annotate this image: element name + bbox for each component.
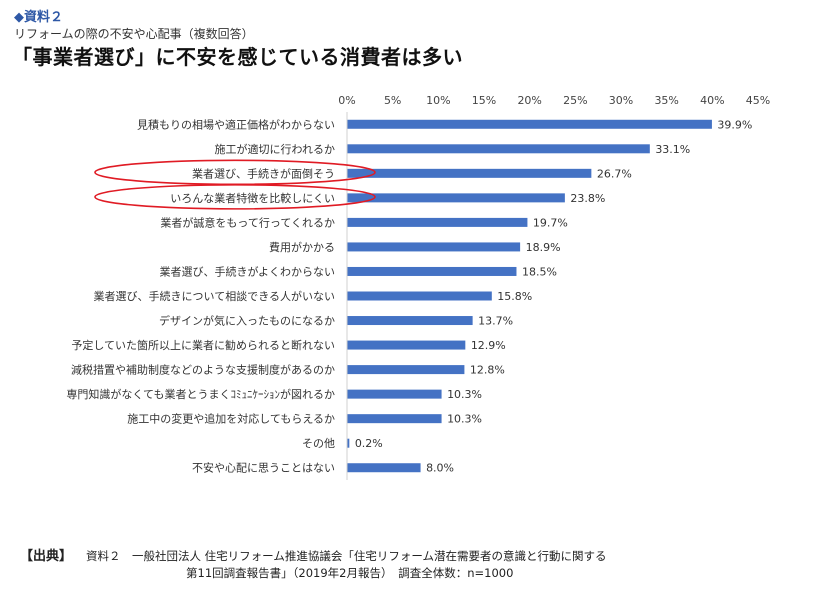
data-label: 23.8% (570, 192, 605, 205)
data-label: 0.2% (355, 437, 383, 450)
x-tick-label: 0% (338, 94, 355, 107)
x-tick-label: 40% (700, 94, 724, 107)
data-label: 19.7% (533, 216, 568, 229)
category-label: 業者選び、手続きが面倒そう (192, 166, 335, 180)
category-label: 減税措置や補助制度などのような支援制度があるのか (71, 363, 335, 377)
category-label: デザインが気に入ったものになるか (159, 314, 335, 328)
category-label: 見積もりの相場や適正価格がわからない (137, 117, 335, 131)
bar (347, 291, 492, 301)
category-label: 専門知識がなくても業者とうまくｺﾐｭﾆｹｰｼｮﾝが図れるか (66, 387, 335, 401)
bar (347, 168, 592, 178)
source-line-1: 資料２ 一般社団法人 住宅リフォーム推進協議会「住宅リフォーム潜在需要者の意識と… (86, 549, 607, 563)
x-tick-label: 30% (609, 94, 633, 107)
category-label: いろんな業者特徴を比較しにくい (170, 191, 335, 205)
x-tick-label: 5% (384, 94, 401, 107)
x-tick-label: 15% (472, 94, 496, 107)
bar (347, 414, 442, 424)
bar (347, 144, 650, 154)
data-label: 12.9% (471, 339, 506, 352)
category-label: 不安や心配に思うことはない (192, 461, 335, 475)
bar (347, 316, 473, 326)
data-label: 33.1% (655, 143, 690, 156)
x-tick-label: 45% (746, 94, 770, 107)
x-tick-label: 10% (426, 94, 450, 107)
document-label: ◆資料２ (14, 10, 63, 25)
category-label: 費用がかかる (269, 240, 335, 254)
data-label: 18.5% (522, 265, 557, 278)
category-label: 施工中の変更や追加を対応してもらえるか (127, 412, 335, 426)
chart-headline: 「事業者選び」に不安を感じている消費者は多い (12, 45, 463, 69)
data-label: 39.9% (717, 118, 752, 131)
x-tick-label: 35% (654, 94, 678, 107)
data-label: 26.7% (597, 167, 632, 180)
bar (347, 340, 466, 350)
highlight-ellipse (94, 184, 376, 210)
category-label: 予定していた箇所以上に業者に勧められると断れない (71, 338, 335, 352)
bar-chart: 0% 5% 10% 15% 20% 25% 30% 35% 40% 45% 見積もりの相場や適正価格… (66, 94, 770, 480)
source-line-2: 第11回調査報告書」（2019年2月報告） 調査全体数：n=1000 (186, 566, 514, 580)
source-note: 【出典】 資料２ 一般社団法人 住宅リフォーム推進協議会「住宅リフォーム潜在需要者… (20, 548, 606, 582)
bar (347, 119, 712, 129)
data-label: 15.8% (497, 290, 532, 303)
x-tick-label: 25% (563, 94, 587, 107)
bar (347, 438, 350, 448)
bar (347, 217, 528, 227)
bar (347, 389, 442, 399)
bar (347, 463, 421, 473)
category-label: 業者選び、手続きについて相談できる人がいない (94, 289, 335, 303)
bar (347, 266, 517, 276)
data-label: 18.9% (526, 241, 561, 254)
data-label: 13.7% (478, 315, 513, 328)
data-label: 10.3% (447, 413, 482, 426)
data-label: 8.0% (426, 462, 454, 475)
data-label: 12.8% (470, 364, 505, 377)
bar (347, 193, 565, 203)
bar (347, 242, 521, 252)
data-label: 10.3% (447, 388, 482, 401)
category-label: 業者選び、手続きがよくわからない (160, 264, 335, 278)
category-label: その他 (302, 437, 335, 450)
category-label: 業者が誠意をもって行ってくれるか (160, 215, 335, 229)
source-tag: 【出典】 (20, 549, 73, 564)
x-tick-label: 20% (517, 94, 541, 107)
chart-subtitle: リフォームの際の不安や心配事（複数回答） (14, 27, 254, 41)
bar (347, 365, 465, 375)
category-label: 施工が適切に行われるか (215, 142, 335, 156)
